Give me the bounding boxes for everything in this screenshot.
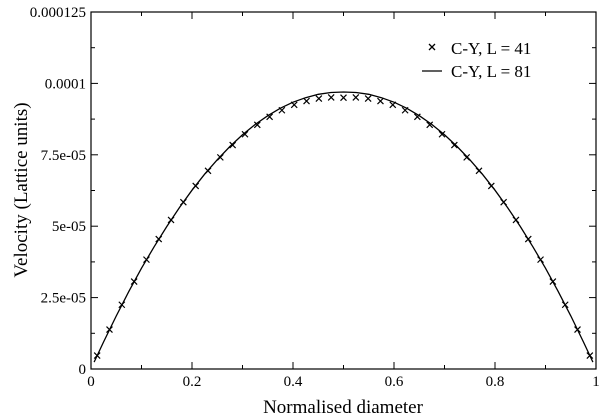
data-point-x-marker bbox=[426, 121, 434, 129]
data-point-x-marker bbox=[327, 93, 335, 101]
x-tick-label: 0.2 bbox=[183, 374, 202, 390]
x-tick-label: 0 bbox=[87, 374, 95, 390]
x-tick-label: 0.8 bbox=[486, 374, 505, 390]
data-point-x-marker bbox=[303, 97, 310, 105]
series-layer bbox=[93, 91, 594, 363]
legend-marker-x bbox=[428, 43, 436, 51]
x-tick-label: 0.4 bbox=[284, 374, 303, 390]
y-tick-label: 0.000125 bbox=[30, 5, 86, 21]
x-axis: 0 0.2 0.4 0.6 0.8 1 bbox=[87, 12, 600, 390]
data-point-x-marker bbox=[438, 130, 446, 138]
x-tick-label: 0.6 bbox=[385, 374, 404, 390]
data-point-x-marker bbox=[340, 94, 347, 102]
x-axis-title: Normalised diameter bbox=[263, 397, 424, 418]
y-tick-label: 0.0001 bbox=[45, 76, 86, 92]
series-line-2 bbox=[93, 91, 594, 363]
data-point-x-marker bbox=[413, 113, 421, 121]
y-tick-label: 2.5e-05 bbox=[41, 291, 86, 307]
data-point-x-marker bbox=[229, 141, 237, 149]
legend-label-series-2: C-Y, L = 81 bbox=[451, 62, 531, 81]
y-tick-label: 7.5e-05 bbox=[41, 148, 86, 164]
data-point-x-marker bbox=[241, 130, 249, 138]
data-point-x-marker bbox=[377, 97, 384, 105]
data-point-x-marker bbox=[450, 141, 458, 149]
data-point-x-marker bbox=[364, 95, 372, 102]
data-point-x-marker bbox=[266, 113, 274, 121]
y-tick-label: 0 bbox=[79, 362, 87, 378]
data-point-x-marker bbox=[352, 93, 360, 101]
x-tick-label: 1 bbox=[592, 374, 600, 390]
legend: C-Y, L = 41 C-Y, L = 81 bbox=[422, 39, 531, 81]
legend-label-series-1: C-Y, L = 41 bbox=[451, 39, 531, 58]
data-point-x-marker bbox=[253, 121, 261, 129]
data-point-x-marker bbox=[315, 95, 323, 102]
y-tick-label: 5e-05 bbox=[52, 219, 86, 235]
y-axis: 0 2.5e-05 5e-05 7.5e-05 0.0001 0.000125 bbox=[30, 5, 596, 378]
y-axis-title: Velocity (Lattice units) bbox=[11, 102, 32, 277]
